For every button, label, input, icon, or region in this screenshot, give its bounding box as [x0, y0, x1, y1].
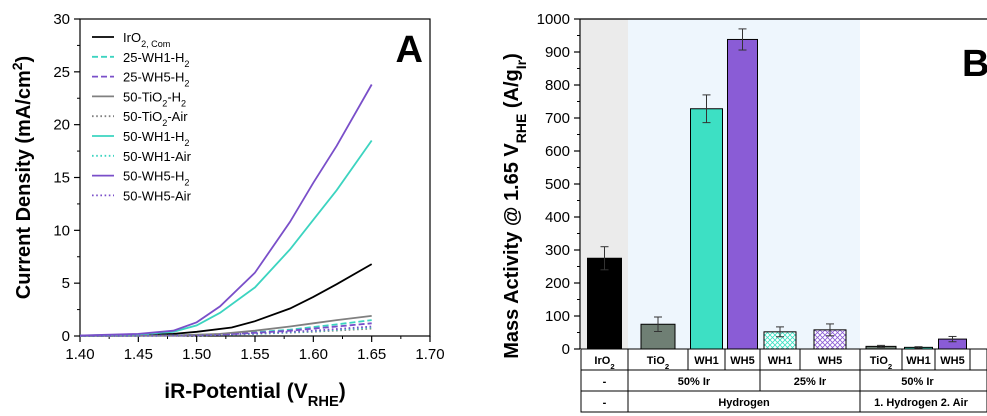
x-tick-label-a: 1.45 — [124, 346, 153, 363]
y-tick-label-b: 100 — [545, 308, 570, 325]
bar — [587, 257, 622, 350]
y-tick-label-a: 15 — [53, 170, 70, 187]
loading-group-label: 50% Ir — [901, 376, 934, 388]
y-tick-label-a: 0 — [62, 328, 70, 345]
atmosphere-group-label: 1. Hydrogen 2. Air — [874, 397, 968, 409]
y-tick-label-b: 500 — [545, 176, 570, 193]
y-tick-label-b: 400 — [545, 209, 570, 226]
series-line — [79, 84, 373, 337]
legend-entry: 25-WH5-H2 — [123, 70, 189, 89]
bar — [690, 108, 723, 350]
y-tick-label-b: 900 — [545, 44, 570, 61]
atmosphere-group-label: - — [603, 397, 607, 409]
panel-label-a: A — [396, 29, 423, 71]
y-tick-label-a: 25 — [53, 64, 70, 81]
series-line — [79, 325, 372, 337]
x-tick-label-a: 1.55 — [240, 346, 269, 363]
series-line — [79, 263, 373, 337]
category-label: WH1 — [768, 355, 792, 367]
x-tick-label-a: 1.65 — [357, 346, 386, 363]
legend-entry: 50-WH1-H2 — [123, 129, 189, 148]
y-tick-label-a: 20 — [53, 117, 70, 134]
bar — [727, 38, 758, 350]
loading-group-label: 50% Ir — [678, 376, 711, 388]
y-tick-label-b: 800 — [545, 77, 570, 94]
legend-entry: 50-TiO2-H2 — [123, 89, 186, 108]
category-label: WH5 — [730, 355, 754, 367]
y-axis-label-a: Current Density (mA/cm2) — [9, 56, 35, 299]
category-label: TiO2 — [870, 355, 892, 371]
y-tick-label-b: 200 — [545, 275, 570, 292]
y-tick-label-b: 0 — [562, 341, 570, 358]
legend-entry: 25-WH1-H2 — [123, 50, 189, 69]
y-tick-label-b: 600 — [545, 143, 570, 160]
table-row-atmosphere — [580, 390, 987, 413]
x-axis-label-a: iR-Potential (VRHE) — [164, 380, 346, 410]
y-axis-label-b: Mass Activity @ 1.65 VRHE (A/gIr) — [501, 53, 529, 359]
panel-label-b: B — [962, 43, 987, 85]
category-label: TiO2 — [647, 355, 669, 371]
category-label: WH5 — [818, 355, 842, 367]
legend-entry: 50-WH1-Air — [123, 149, 192, 164]
loading-group-label: 25% Ir — [794, 376, 827, 388]
y-tick-label-b: 300 — [545, 242, 570, 259]
legend-entry: 50-WH5-Air — [123, 188, 192, 203]
loading-group-label: - — [603, 376, 607, 388]
x-tick-label-a: 1.50 — [182, 346, 211, 363]
y-tick-label-a: 30 — [53, 11, 70, 28]
y-tick-label-a: 10 — [53, 222, 70, 239]
region-shade-air — [860, 19, 987, 349]
legend-entry: 50-TiO2-Air — [123, 109, 188, 128]
atmosphere-group-label: Hydrogen — [718, 397, 770, 409]
y-tick-label-b: 700 — [545, 110, 570, 127]
category-label: IrO2 — [594, 355, 614, 371]
chart-b: 0 100 200 300 400 500 600 700 800 900 1000 Mass Act… — [501, 11, 987, 413]
category-label: WH1 — [906, 355, 930, 367]
x-tick-label-a: 1.60 — [299, 346, 328, 363]
y-tick-label-a: 5 — [62, 275, 70, 292]
legend-entry: 50-WH5-H2 — [123, 169, 189, 188]
y-tick-label-b: 1000 — [537, 11, 570, 28]
x-tick-label-a: 1.40 — [65, 346, 94, 363]
x-tick-label-a: 1.70 — [415, 346, 444, 363]
legend-entry: IrO2, Com — [123, 30, 170, 49]
chart-a: 1.40 1.45 1.50 1.55 1.60 1.65 1.70 0 5 10 15 20 25 30… — [9, 11, 445, 410]
category-label: WH5 — [940, 355, 964, 367]
category-label: WH1 — [694, 355, 718, 367]
